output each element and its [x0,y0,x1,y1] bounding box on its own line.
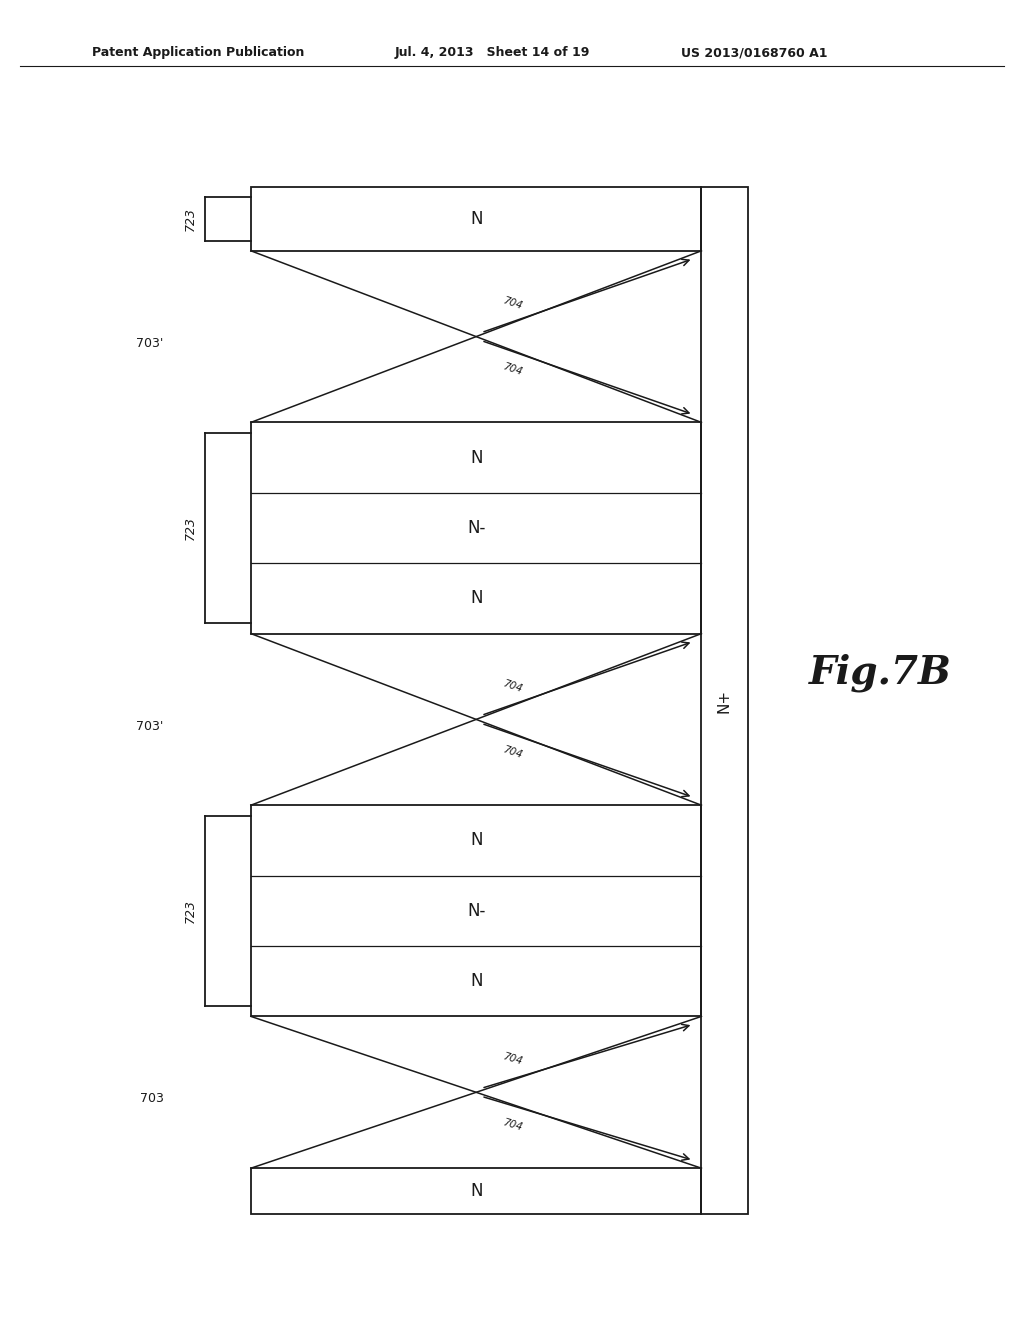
Text: N+: N+ [717,689,732,713]
Text: Fig.7B: Fig.7B [809,653,952,693]
Text: 703': 703' [136,337,164,350]
Text: Patent Application Publication: Patent Application Publication [92,46,304,59]
Text: N: N [470,1183,482,1200]
Text: N: N [470,449,482,466]
Text: US 2013/0168760 A1: US 2013/0168760 A1 [681,46,827,59]
Text: N: N [470,973,482,990]
Text: 703: 703 [140,1093,164,1105]
Text: N: N [470,210,482,228]
Text: 704: 704 [502,678,524,694]
Bar [251,805,701,1016]
Text: 703': 703' [136,719,164,733]
Text: 704: 704 [502,362,524,378]
Text: N-: N- [467,519,485,537]
Bar [251,422,701,634]
Text: 704: 704 [502,1052,523,1067]
Text: 704: 704 [502,1118,523,1133]
Bar [251,187,701,251]
Bar [251,1168,701,1214]
Text: N: N [470,590,482,607]
Text: N: N [470,832,482,849]
Bar [701,187,748,1214]
Text: 723: 723 [183,899,197,923]
Text: 704: 704 [502,744,524,760]
Text: 704: 704 [502,296,524,312]
Text: 723: 723 [183,516,197,540]
Text: 723: 723 [183,207,197,231]
Text: Jul. 4, 2013   Sheet 14 of 19: Jul. 4, 2013 Sheet 14 of 19 [394,46,590,59]
Text: N-: N- [467,902,485,920]
